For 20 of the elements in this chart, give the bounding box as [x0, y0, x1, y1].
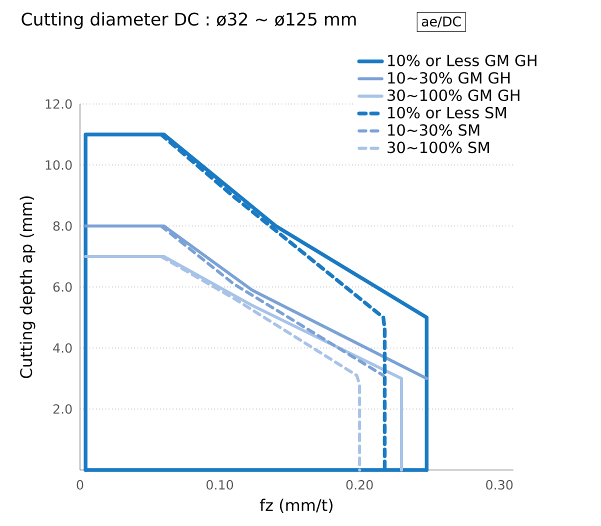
- legend-label: 30~100% SM: [388, 142, 489, 154]
- y-tick-label: 10.0: [46, 160, 72, 170]
- y-tick-label: 2.0: [53, 404, 72, 414]
- x-tick-label: 0.30: [486, 480, 513, 490]
- x-tick-label: 0.20: [346, 480, 373, 490]
- chart-title: Cutting diameter DC : ø32 ~ ø125 mm: [22, 12, 356, 30]
- y-tick-label: 12.0: [46, 99, 72, 109]
- x-tick-label: 0: [76, 480, 84, 490]
- legend-label: 10% or Less SM: [388, 106, 506, 118]
- legend-title: ae/DC: [422, 16, 461, 28]
- legend-label: 10% or Less GM GH: [388, 54, 536, 66]
- x-axis-title: fz (mm/t): [260, 498, 332, 514]
- y-tick-label: 4.0: [53, 343, 72, 353]
- y-tick-label: 8.0: [53, 221, 72, 231]
- legend-label: 10~30% SM: [388, 124, 480, 136]
- legend-label: 10~30% GM GH: [388, 72, 510, 84]
- y-axis-title: Cutting depth ap (mm): [20, 196, 36, 378]
- x-tick-label: 0.10: [206, 480, 234, 490]
- y-tick-label: 6.0: [53, 282, 72, 292]
- legend-label: 30~100% GM GH: [388, 89, 520, 102]
